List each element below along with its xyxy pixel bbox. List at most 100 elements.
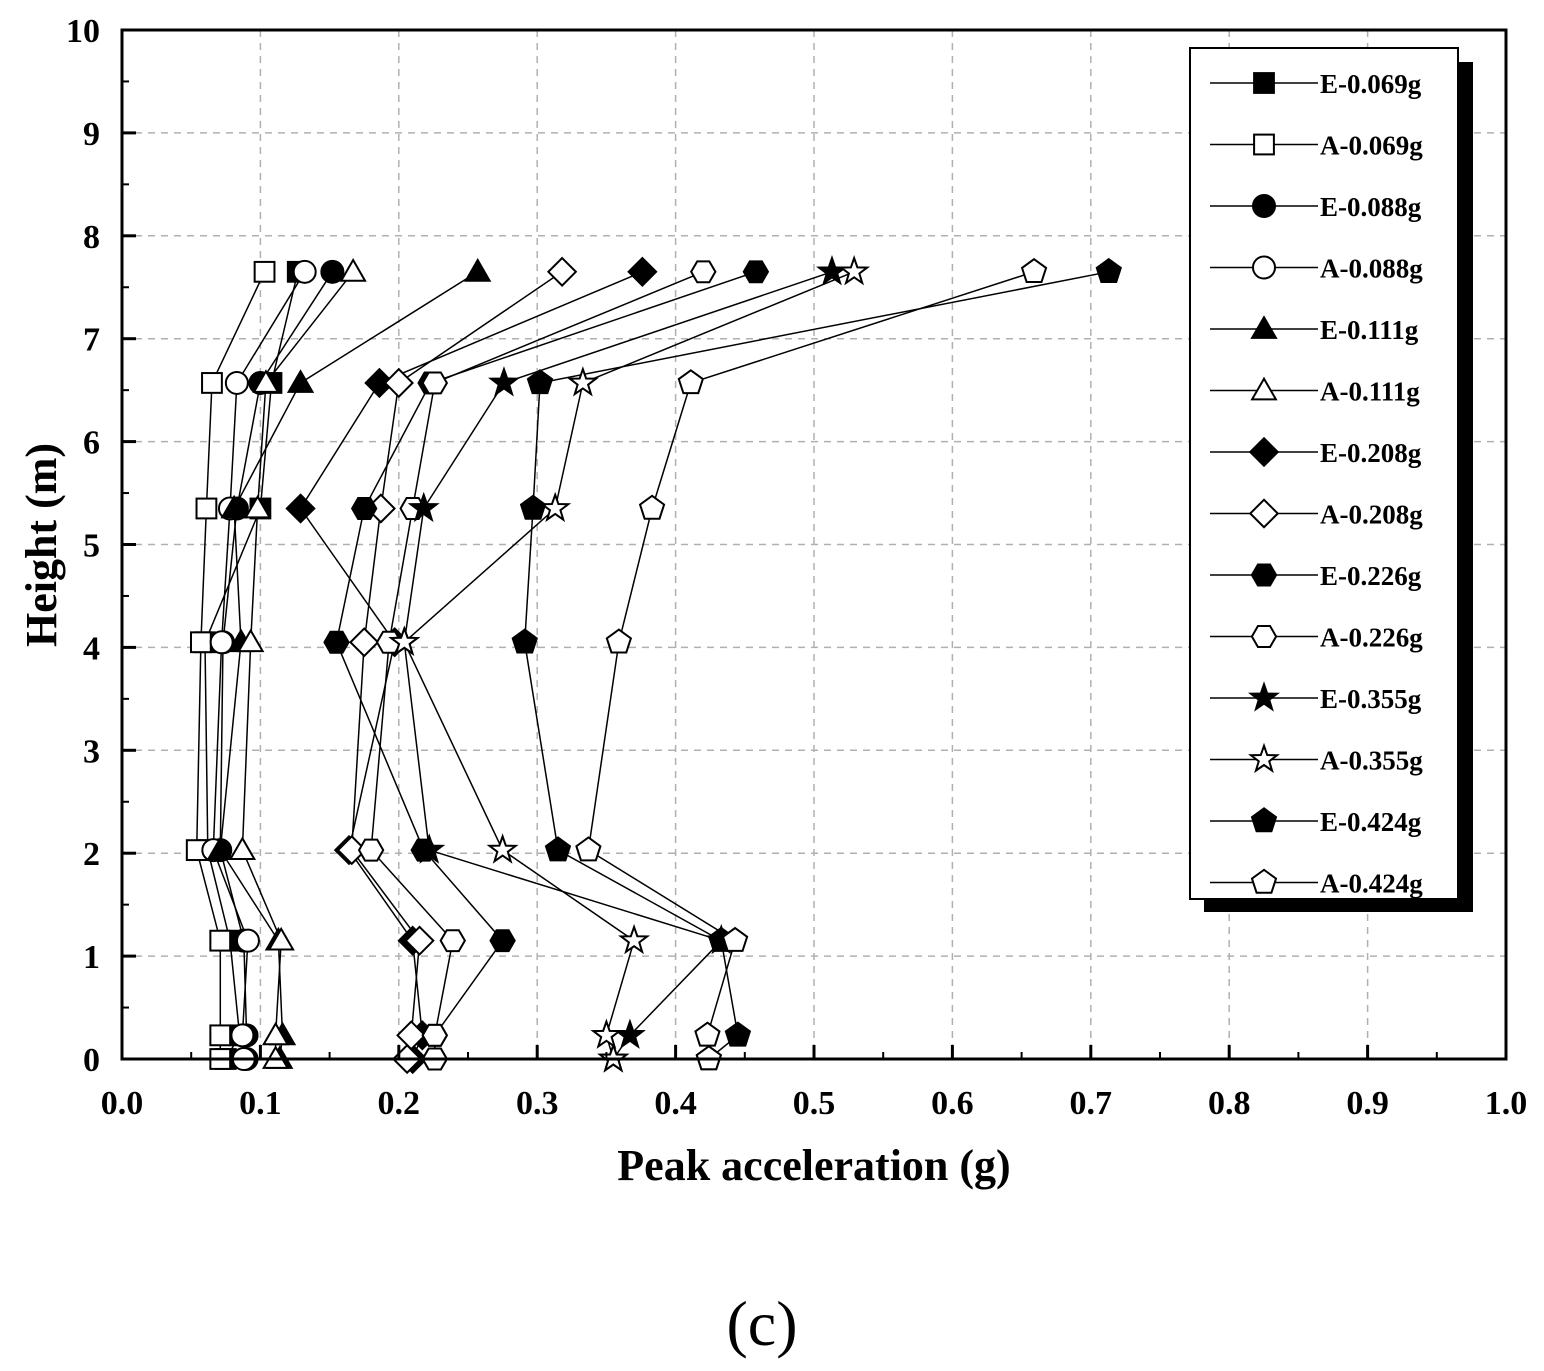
series-line <box>350 271 563 1060</box>
series-line <box>403 271 855 1060</box>
legend-label: A-0.355g <box>1320 746 1423 776</box>
legend-item: E-0.355g <box>1210 681 1422 714</box>
series-E-0.355g <box>403 271 833 1060</box>
data-point <box>253 260 276 283</box>
y-tick-label: 4 <box>83 630 100 667</box>
data-point <box>590 1018 623 1049</box>
x-tick-label: 1.0 <box>1485 1085 1528 1122</box>
data-point <box>421 1023 449 1047</box>
data-point <box>349 627 380 658</box>
series-markers-A-0.424g <box>575 257 1048 1071</box>
series-E-0.111g <box>219 271 479 1060</box>
series-E-0.424g <box>523 271 1109 1060</box>
legend-label: E-0.226g <box>1320 561 1422 591</box>
legend-marker <box>1250 315 1278 339</box>
legend-item: A-0.111g <box>1210 377 1420 407</box>
legend-marker <box>1252 194 1276 218</box>
data-point <box>350 497 378 520</box>
data-point <box>488 366 520 397</box>
data-point <box>1020 257 1048 284</box>
legend-marker <box>1248 681 1280 712</box>
panel-label: (c) <box>726 1288 797 1359</box>
data-point <box>286 369 315 393</box>
series-A-0.424g <box>587 271 1035 1060</box>
data-point <box>323 630 350 654</box>
data-point <box>396 1020 427 1051</box>
data-point <box>224 370 249 395</box>
data-point <box>243 494 272 519</box>
data-point <box>195 497 218 520</box>
legend-marker <box>1250 563 1278 587</box>
series-layer <box>185 255 1122 1075</box>
series-line <box>204 271 299 1060</box>
series-line <box>299 271 643 1060</box>
data-point <box>201 372 223 394</box>
data-point <box>421 371 449 395</box>
legend-label: E-0.088g <box>1320 192 1422 222</box>
series-A-0.226g <box>370 271 704 1059</box>
data-point <box>566 366 599 397</box>
legend-item: E-0.208g <box>1210 436 1422 468</box>
y-tick-label: 8 <box>83 219 100 256</box>
data-point <box>677 369 705 395</box>
legend-marker <box>1250 625 1278 648</box>
series-line <box>195 271 266 1059</box>
data-point <box>486 833 519 864</box>
series-markers-A-0.111g <box>228 258 367 1069</box>
series-line <box>241 271 354 1059</box>
legend-marker <box>1253 133 1275 156</box>
data-point <box>189 631 212 654</box>
series-line <box>370 271 704 1059</box>
data-point <box>285 493 316 524</box>
series-A-0.069g <box>195 271 266 1059</box>
y-tick-label: 1 <box>83 939 100 976</box>
data-point <box>721 926 749 952</box>
legend-label: E-0.424g <box>1320 807 1422 837</box>
data-point <box>489 929 516 953</box>
y-tick-label: 2 <box>83 836 100 873</box>
data-point <box>544 836 572 862</box>
data-point <box>413 833 446 864</box>
data-point <box>724 1021 752 1047</box>
data-point <box>206 836 234 860</box>
x-tick-label: 0.7 <box>1070 1085 1113 1122</box>
legend-label: A-0.208g <box>1320 500 1423 530</box>
legend: E-0.069g A-0.069g E-0.088g A-0.088g E-0.111g… <box>1189 47 1473 912</box>
x-tick-label: 0.4 <box>654 1085 697 1122</box>
data-point <box>220 494 248 519</box>
y-tick-label: 9 <box>83 116 100 153</box>
y-tick-label: 6 <box>83 425 100 462</box>
legend-marker <box>1253 72 1275 94</box>
x-tick-label: 0.1 <box>239 1085 282 1122</box>
axis-ticks <box>120 28 1508 1061</box>
data-point <box>627 256 658 287</box>
data-point <box>228 836 257 860</box>
data-point <box>404 925 435 956</box>
legend-item: A-0.226g <box>1210 623 1423 653</box>
x-tick-label: 0.8 <box>1208 1085 1251 1122</box>
legend-label: A-0.111g <box>1320 377 1420 407</box>
legend-item: A-0.069g <box>1210 131 1423 161</box>
series-line <box>523 271 1109 1060</box>
series-line <box>403 271 833 1060</box>
y-axis-title: Height (m) <box>17 443 66 647</box>
legend-label: E-0.208g <box>1320 438 1422 468</box>
data-point <box>519 494 547 520</box>
legend-marker <box>1250 807 1278 833</box>
legend-item: A-0.424g <box>1210 869 1423 899</box>
series-E-0.069g <box>204 271 299 1060</box>
data-point <box>464 258 492 282</box>
series-line <box>587 271 1035 1060</box>
x-tick-label: 0.3 <box>516 1085 559 1122</box>
data-point <box>388 625 421 656</box>
legend-marker <box>1248 498 1280 529</box>
y-tick-label: 10 <box>66 13 100 50</box>
legend-box <box>1189 47 1459 900</box>
legend-item: E-0.069g <box>1210 69 1422 99</box>
data-point <box>439 929 467 953</box>
data-point <box>407 491 440 523</box>
data-point <box>235 928 260 953</box>
legend-label: E-0.111g <box>1320 315 1419 345</box>
data-point <box>694 1021 721 1047</box>
data-point <box>575 836 602 862</box>
